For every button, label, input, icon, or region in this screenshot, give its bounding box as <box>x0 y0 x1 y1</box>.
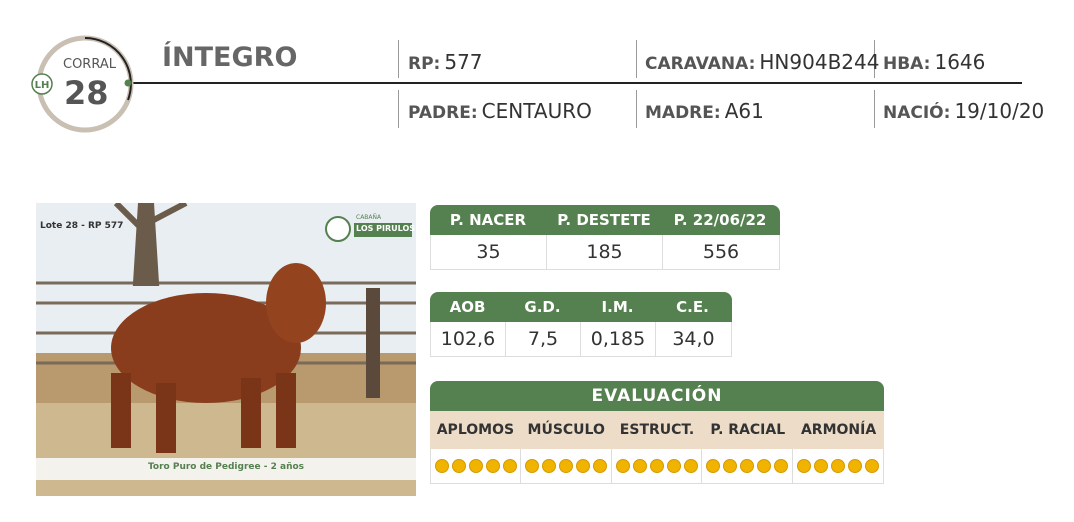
header-graphics: LH <box>31 35 1022 133</box>
header-cell: ESTRUCT. <box>619 422 695 438</box>
header-cell: ARMONÍA <box>800 422 877 438</box>
score-dot <box>813 459 828 473</box>
field-label: RP: <box>408 54 441 74</box>
field-label: NACIÓ: <box>883 103 951 123</box>
score-dot <box>847 459 862 473</box>
field: PADRE: CENTAURO <box>408 99 592 123</box>
field-label: HBA: <box>883 54 931 74</box>
score-dot <box>434 459 449 473</box>
photo-caption: Toro Puro de Pedigree - 2 años <box>147 462 305 472</box>
score-dot <box>773 459 788 473</box>
score-dot <box>559 459 574 473</box>
logo-mark: LH <box>35 80 50 91</box>
brand: LOS PIRULOS <box>356 224 416 233</box>
evaluation-table: EVALUACIÓN APLOMOS MÚSCULO ESTRUCT. P. RACIA… <box>430 381 884 484</box>
separator <box>398 40 399 78</box>
header-cell: AOB <box>449 298 486 316</box>
score-dot <box>576 459 591 473</box>
score-cell <box>612 449 703 483</box>
field-value: A61 <box>724 99 764 123</box>
evaluation-header: APLOMOS MÚSCULO ESTRUCT. P. RACIAL ARMONÍA <box>430 411 884 449</box>
animal-name: ÍNTEGRO <box>162 42 298 73</box>
score-dot <box>649 459 664 473</box>
corral-number: 28 <box>64 74 109 112</box>
header-cell: C.E. <box>676 298 709 316</box>
corral-label: CORRAL <box>63 57 116 72</box>
evaluation-title: EVALUACIÓN <box>430 381 884 411</box>
score-dot <box>756 459 771 473</box>
field: CARAVANA: HN904B244 <box>645 50 879 74</box>
logo <box>31 73 53 95</box>
separator <box>874 90 875 128</box>
score-dot <box>796 459 811 473</box>
header-cell: MÚSCULO <box>527 422 605 438</box>
field-label: PADRE: <box>408 103 478 123</box>
photo <box>36 203 416 496</box>
corral-arc <box>84 37 132 101</box>
value-cell: 102,6 <box>431 322 506 356</box>
score-row <box>430 449 884 484</box>
header-cell: APLOMOS <box>436 422 515 438</box>
header-cell: P. 22/06/22 <box>673 211 767 229</box>
value-cell: 35 <box>431 235 547 269</box>
score-dot <box>451 459 466 473</box>
score-dot <box>830 459 845 473</box>
field: NACIÓ: 19/10/20 <box>883 99 1044 123</box>
field-value: 19/10/20 <box>954 99 1045 123</box>
score-dot <box>683 459 698 473</box>
score-cell <box>431 449 522 483</box>
header-cell: G.D. <box>524 298 561 316</box>
value-cell: 185 <box>547 235 663 269</box>
field: RP: 577 <box>408 50 483 74</box>
value-cell: 7,5 <box>506 322 581 356</box>
separator <box>636 40 637 78</box>
field: HBA: 1646 <box>883 50 985 74</box>
table-row: 35 185 556 <box>430 235 780 270</box>
score-cell <box>793 449 883 483</box>
header-cell: I.M. <box>601 298 634 316</box>
score-dot <box>722 459 737 473</box>
score-dot <box>666 459 681 473</box>
field: MADRE: A61 <box>645 99 764 123</box>
field-value: CENTAURO <box>481 99 592 123</box>
score-dot <box>525 459 540 473</box>
score-dot <box>468 459 483 473</box>
score-dot <box>615 459 630 473</box>
header-cell: P. NACER <box>449 211 527 229</box>
separator <box>874 40 875 78</box>
score-dot <box>542 459 557 473</box>
field-label: MADRE: <box>645 103 721 123</box>
rule-dot <box>124 79 132 87</box>
score-cell <box>702 449 793 483</box>
score-cell <box>521 449 612 483</box>
brand-top: CABAÑA <box>356 214 382 221</box>
field-value: HN904B244 <box>759 50 880 74</box>
score-dot <box>485 459 500 473</box>
field-value: 577 <box>444 50 483 74</box>
header-cell: P. RACIAL <box>710 422 786 438</box>
separator <box>398 90 399 128</box>
value-cell: 34,0 <box>672 328 715 350</box>
lot-label: Lote 28 - RP 577 <box>40 221 124 231</box>
field-label: CARAVANA: <box>645 54 756 74</box>
table-header: AOB G.D. I.M. C.E. <box>430 292 732 322</box>
score-dot <box>502 459 517 473</box>
score-dot <box>705 459 720 473</box>
weights-table: P. NACER P. DESTETE P. 22/06/22 35 185 556 <box>430 205 780 270</box>
measures-table: AOB G.D. I.M. C.E. 102,6 7,5 0,185 34,0 <box>430 292 732 357</box>
header-cell: P. DESTETE <box>557 211 651 229</box>
score-dot <box>739 459 754 473</box>
score-dot <box>593 459 608 473</box>
table-header: P. NACER P. DESTETE P. 22/06/22 <box>430 205 780 235</box>
value-cell: 556 <box>702 241 740 263</box>
score-dot <box>864 459 879 473</box>
field-value: 1646 <box>934 50 986 74</box>
value-cell: 0,185 <box>581 322 656 356</box>
table-row: 102,6 7,5 0,185 34,0 <box>430 322 732 357</box>
separator <box>636 90 637 128</box>
score-dot <box>632 459 647 473</box>
